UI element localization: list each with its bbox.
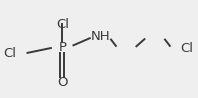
Text: NH: NH bbox=[91, 30, 111, 43]
Text: Cl: Cl bbox=[56, 18, 69, 31]
Text: Cl: Cl bbox=[180, 43, 193, 55]
Text: O: O bbox=[57, 76, 68, 89]
Text: Cl: Cl bbox=[3, 47, 16, 60]
Text: P: P bbox=[58, 41, 66, 54]
